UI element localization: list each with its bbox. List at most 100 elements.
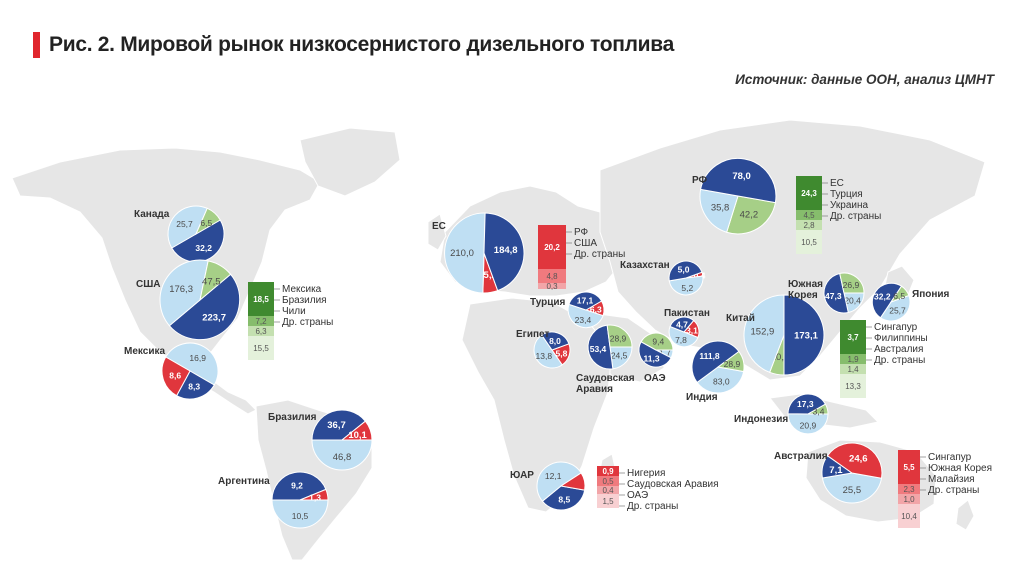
pie-label-argentina-1: 9,2 xyxy=(291,480,303,490)
pie-indonesia: 20,9 17,33,4 Индонезия xyxy=(734,393,829,435)
pie-slice-mexico-1 xyxy=(176,370,215,400)
land-new-zealand xyxy=(955,499,975,531)
pie-slice-kazakhstan-1 xyxy=(668,275,704,296)
breakdown-value-china-3: 13,3 xyxy=(845,382,861,391)
breakdown-name-china-1: Филиппины xyxy=(874,333,928,344)
breakdown-bar-china-1 xyxy=(840,354,866,364)
pie-slice-indonesia-2 xyxy=(806,403,829,415)
region-label-saudi-arabia: Аравия xyxy=(576,384,613,395)
breakdown-name-eu-0: РФ xyxy=(574,227,589,238)
breakdown-value-russia-3: 10,5 xyxy=(801,238,817,247)
page-title: Рис. 2. Мировой рынок низкосернистого ди… xyxy=(49,33,674,56)
pie-label-brazil-2: 10,1 xyxy=(348,430,367,441)
breakdown-china: 3,7 1,91,4 13,3 СингапурФилиппиныАвстралияД… xyxy=(840,320,928,398)
breakdown-value-russia-1: 4,5 xyxy=(803,211,815,220)
pie-slice-australia-2 xyxy=(826,442,883,479)
breakdown-name-russia-1: Турция xyxy=(830,189,863,200)
pie-slice-saudi-arabia-0 xyxy=(609,346,633,370)
pie-slice-turkey-2 xyxy=(568,291,603,311)
pie-argentina: 10,5 9,2 1,3 Аргентина xyxy=(218,471,329,529)
breakdown-bar-china-0 xyxy=(840,320,866,354)
pie-slice-kazakhstan-2 xyxy=(668,260,703,282)
pie-label-uae-1: 11,3 xyxy=(644,354,660,364)
pie-slice-saudi-arabia-1 xyxy=(587,324,614,370)
pie-label-china-1: 152,9 xyxy=(751,327,775,338)
pie-slice-indonesia-0 xyxy=(787,413,829,435)
breakdown-bar-russia-0 xyxy=(796,176,822,210)
pie-slice-russia-2 xyxy=(699,157,777,204)
breakdown-name-usa-1: Бразилия xyxy=(282,295,327,306)
region-label-kazakhstan: Казахстан xyxy=(620,260,670,271)
breakdown-name-russia-0: ЕС xyxy=(830,178,844,189)
land-uk xyxy=(427,213,447,251)
pie-slice-argentina-2 xyxy=(299,488,329,501)
breakdown-bar-australia-3 xyxy=(898,504,920,528)
pie-slice-south-korea-2 xyxy=(839,272,865,294)
pie-slice-japan-2 xyxy=(889,285,910,303)
breakdown-bar-south-africa-1 xyxy=(597,476,619,486)
pie-slice-australia-0 xyxy=(821,472,883,504)
pie-label-saudi-arabia-1: 53,4 xyxy=(590,344,607,354)
pie-label-indonesia-1: 17,3 xyxy=(797,399,814,409)
pie-brazil: 46,8 36,710,1 Бразилия xyxy=(268,409,373,471)
breakdown-name-china-2: Австралия xyxy=(874,344,923,355)
breakdown-bar-australia-2 xyxy=(898,494,920,504)
breakdown-name-usa-3: Др. страны xyxy=(282,317,333,328)
breakdown-name-russia-2: Украина xyxy=(830,200,869,211)
pie-slice-usa-2 xyxy=(199,260,232,302)
pie-label-uae-2: 9,4 xyxy=(652,336,664,346)
pie-label-canada-2: 6,5 xyxy=(200,218,212,228)
pie-label-egypt-1: 13,8 xyxy=(536,351,553,361)
breakdown-bar-eu-2 xyxy=(538,283,566,289)
breakdown-value-australia-1: 2,3 xyxy=(903,485,915,494)
pie-slice-usa-0 xyxy=(168,273,241,341)
pie-slice-mexico-2 xyxy=(161,356,191,397)
pie-label-usa-0: 223,7 xyxy=(202,312,226,323)
pie-label-australia-1: 7,1 xyxy=(829,465,843,476)
pie-label-indonesia-0: 20,9 xyxy=(800,421,817,431)
pie-label-south-korea-1: 47,3 xyxy=(825,291,842,301)
breakdown-bar-usa-3 xyxy=(248,336,274,360)
breakdown-value-south-africa-1: 0,5 xyxy=(602,477,614,486)
breakdown-bar-south-africa-2 xyxy=(597,486,619,494)
pie-slice-egypt-2 xyxy=(541,331,570,351)
pie-slice-egypt-1 xyxy=(533,334,563,369)
pie-label-eu-2: 184,8 xyxy=(494,245,518,256)
region-label-usa: США xyxy=(136,279,161,290)
pie-label-russia-2: 78,0 xyxy=(732,171,751,182)
pie-label-brazil-1: 36,7 xyxy=(327,420,346,431)
pie-label-usa-1: 176,3 xyxy=(169,284,193,295)
pie-slice-mexico-0 xyxy=(165,342,219,386)
region-label-india: Индия xyxy=(686,392,718,403)
pie-label-pakistan-2: 4,7 xyxy=(676,320,688,330)
pie-label-south-africa-1: 12,1 xyxy=(545,471,562,481)
pie-china: 20,2 152,9 173,1 Китай 3,7 1,91,4 13,3 Сингапур… xyxy=(726,294,928,398)
pie-label-south-korea-2: 26,9 xyxy=(843,280,860,290)
pie-slice-india-1 xyxy=(691,340,740,384)
pie-label-canada-0: 32,2 xyxy=(195,243,212,253)
breakdown-value-south-africa-3: 1,5 xyxy=(602,497,614,506)
breakdown-bar-australia-1 xyxy=(898,484,920,494)
breakdown-name-australia-2: Малайзия xyxy=(928,474,975,485)
pie-slice-india-2 xyxy=(716,350,745,373)
breakdown-bar-eu-0 xyxy=(538,225,566,269)
breakdown-name-south-africa-3: Др. страны xyxy=(627,501,678,512)
pie-label-pakistan-1: 7,8 xyxy=(675,335,687,345)
region-label-argentina: Аргентина xyxy=(218,476,270,487)
pie-india: 83,0 111,8 28,9 Индия xyxy=(686,340,745,403)
breakdown-value-australia-3: 10,4 xyxy=(901,512,917,521)
pie-slice-south-africa-0 xyxy=(541,485,586,511)
pie-label-russia-1: 35,8 xyxy=(711,202,730,213)
region-label-egypt: Египет xyxy=(516,329,549,340)
pie-slice-south-africa-1 xyxy=(536,461,582,502)
title-accent-bar xyxy=(33,32,40,58)
breakdown-value-south-africa-2: 0,4 xyxy=(602,486,614,495)
region-label-brazil: Бразилия xyxy=(268,412,317,423)
region-label-south-korea: Корея xyxy=(788,290,818,301)
pie-slice-canada-2 xyxy=(194,207,221,236)
breakdown-bar-australia-0 xyxy=(898,450,920,484)
pie-label-south-korea-0: 20,4 xyxy=(844,295,861,305)
region-label-pakistan: Пакистан xyxy=(664,308,710,319)
